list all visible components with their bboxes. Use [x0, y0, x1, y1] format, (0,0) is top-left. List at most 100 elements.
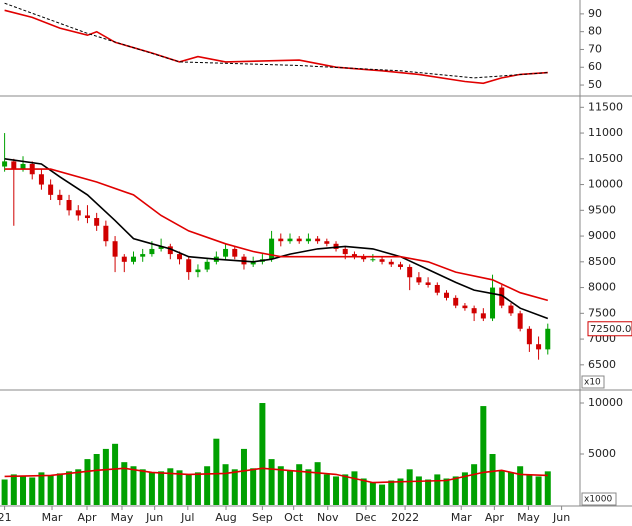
x-tick-label: Mar: [42, 511, 63, 524]
y-tick-label: 5000: [588, 447, 616, 460]
y-unit-label: x10: [584, 378, 601, 388]
volume-bar: [379, 484, 386, 505]
candle-body: [57, 194, 63, 201]
candle-body: [94, 218, 100, 226]
y-tick-label: 10000: [588, 178, 623, 191]
volume-bar: [1, 479, 8, 505]
volume-bar: [415, 476, 422, 505]
candle-body: [324, 241, 330, 244]
candle-body: [20, 163, 26, 170]
volume-bar: [443, 478, 450, 505]
volume-bar: [434, 474, 441, 505]
candle-body: [526, 328, 532, 345]
y-unit-label: x1000: [584, 495, 613, 505]
candle-body: [499, 287, 505, 306]
volume-bar: [112, 443, 119, 505]
y-tick-label: 8000: [588, 281, 616, 294]
candle-body: [223, 248, 229, 257]
candle-body: [66, 200, 72, 211]
candle-body: [48, 184, 54, 195]
candle-body: [232, 248, 238, 257]
y-tick-label: 11000: [588, 126, 623, 139]
y-tick-label: 9500: [588, 203, 616, 216]
x-tick-label: May: [111, 511, 134, 524]
volume-bar: [535, 476, 542, 505]
unit-box: [581, 375, 605, 389]
volume-bar: [406, 469, 413, 505]
volume-bar: [130, 466, 137, 505]
x-tick-label: Aug: [215, 511, 236, 524]
volume-bar: [268, 459, 275, 505]
volume-bar: [185, 474, 192, 505]
volume-bar: [517, 466, 524, 505]
y-tick-label: 90: [588, 7, 602, 20]
volume-bar: [323, 474, 330, 505]
last-price-label: 72500.00: [590, 324, 632, 335]
volume-bar: [204, 466, 211, 505]
x-tick-label: Oct: [284, 511, 304, 524]
candle-body: [351, 254, 357, 257]
candle-body: [342, 248, 348, 255]
candle-body: [416, 277, 422, 283]
volume-bar: [148, 472, 155, 505]
candle-body: [2, 161, 8, 167]
candle-body: [278, 238, 284, 242]
candle-body: [315, 238, 321, 242]
volume-bar: [333, 476, 340, 505]
candle-body: [130, 256, 136, 262]
candle-body: [167, 246, 173, 255]
y-tick-label: 9000: [588, 229, 616, 242]
volume-bar: [526, 474, 533, 505]
candle-body: [388, 261, 394, 265]
candle-body: [545, 328, 551, 350]
candle-body: [204, 261, 210, 270]
volume-bar: [471, 464, 478, 505]
last-price-box: [587, 321, 632, 337]
line-series: [4, 168, 549, 302]
volume-bar: [360, 478, 367, 505]
volume-bar: [250, 468, 257, 505]
y-tick-label: 8500: [588, 255, 616, 268]
unit-box: [581, 492, 617, 506]
x-tick-label: May: [517, 511, 540, 524]
line-series: [4, 158, 549, 320]
volume-bar: [314, 462, 321, 505]
candle-body: [333, 243, 339, 249]
candle-body: [149, 248, 155, 255]
volume-bar: [139, 469, 146, 505]
y-tick-label: 60: [588, 60, 602, 73]
volume-bar: [121, 462, 128, 505]
candle-body: [177, 254, 183, 260]
line-series: [4, 467, 548, 484]
volume-bar: [93, 454, 100, 505]
candle-body: [103, 225, 109, 242]
candle-body: [397, 264, 403, 267]
volume-bar: [194, 472, 201, 505]
volume-bar: [240, 448, 247, 505]
candle-body: [11, 161, 17, 170]
candle-body: [112, 241, 118, 257]
volume-bar: [296, 464, 303, 505]
candle-body: [305, 238, 311, 242]
x-tick-label: Sep: [252, 511, 273, 524]
x-tick-label: Mar: [451, 511, 472, 524]
volume-bar: [342, 474, 349, 505]
volume-bar: [29, 477, 36, 505]
candle-body: [269, 238, 275, 260]
volume-bar: [397, 478, 404, 505]
candle-body: [425, 282, 431, 285]
candle-body: [195, 269, 201, 273]
candle-body: [536, 344, 542, 350]
volume-bar: [480, 406, 487, 505]
volume-bar: [507, 472, 514, 505]
volume-bar: [176, 470, 183, 505]
y-tick-label: 6500: [588, 358, 616, 371]
volume-bar: [369, 482, 376, 505]
x-tick-label: Jul: [180, 511, 194, 524]
volume-bar: [489, 454, 496, 505]
volume-bar: [544, 471, 551, 505]
candle-body: [38, 174, 44, 185]
volume-bar: [213, 438, 220, 505]
line-series: [4, 9, 548, 85]
